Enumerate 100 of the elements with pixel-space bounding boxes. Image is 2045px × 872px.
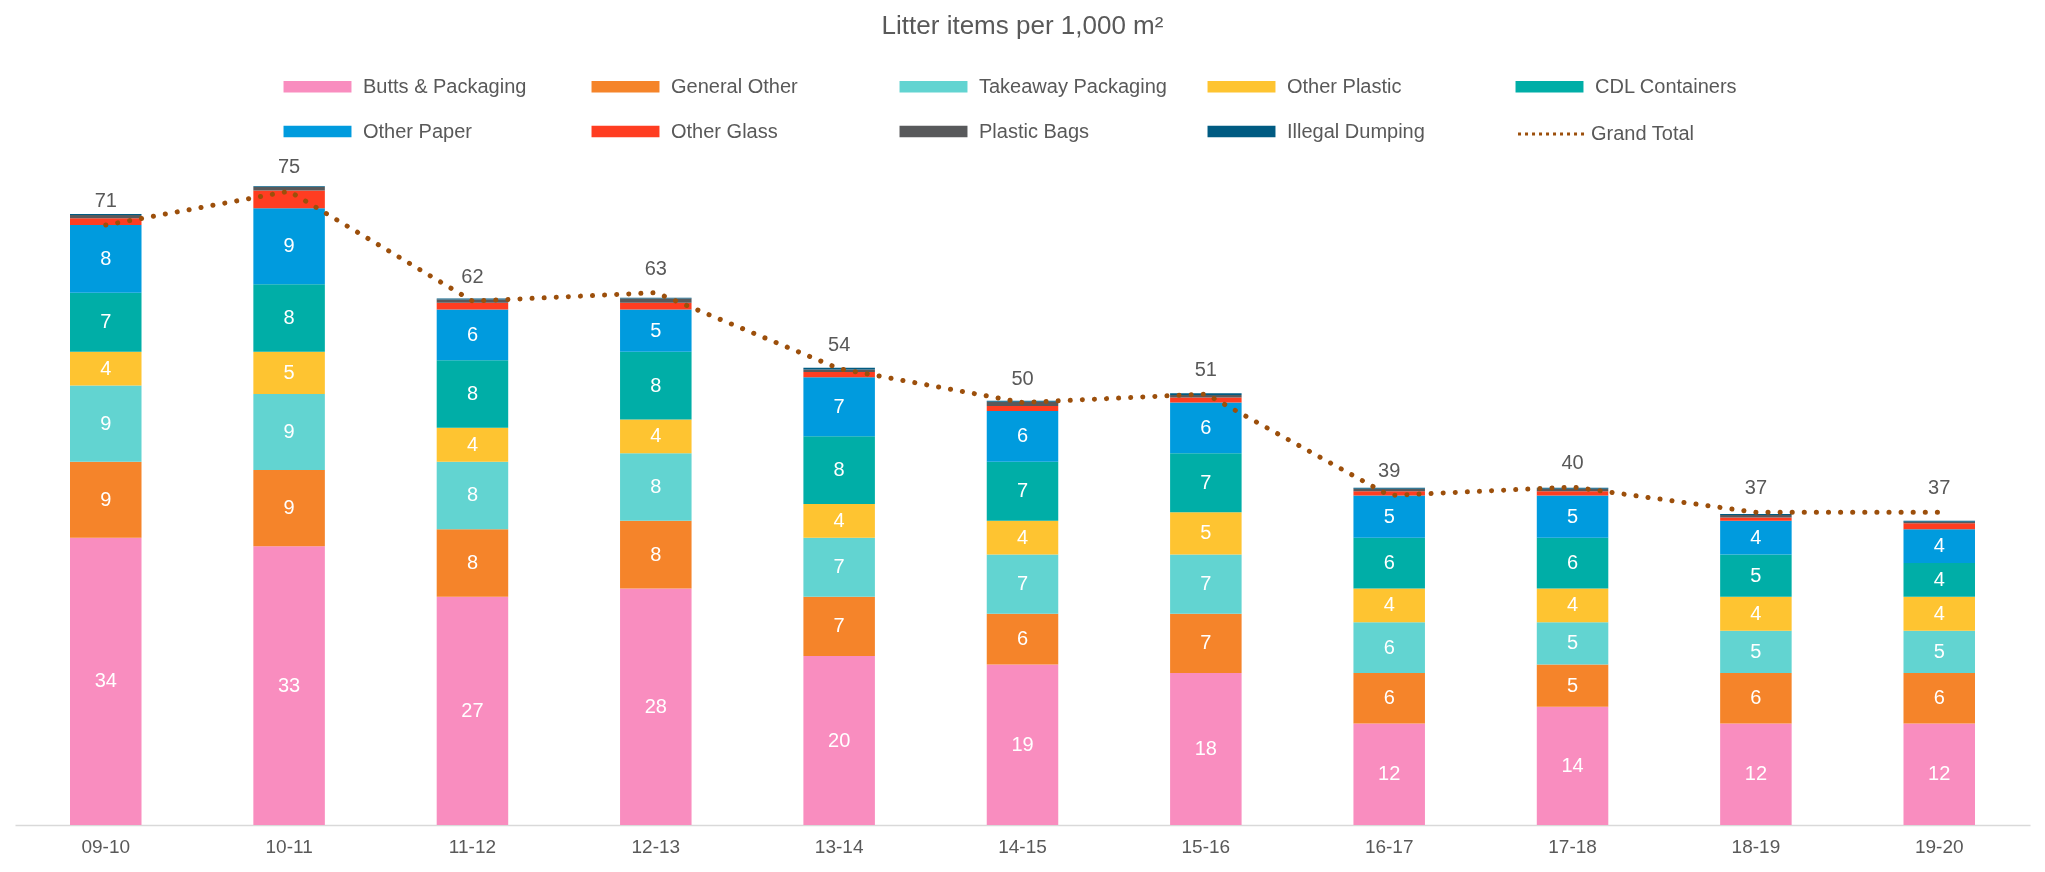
bar bbox=[1170, 672, 1242, 825]
bar bbox=[1903, 723, 1975, 825]
bar bbox=[1903, 563, 1975, 597]
legend-label: Takeaway Packaging bbox=[979, 74, 1167, 97]
legend-label: Other Plastic bbox=[1287, 74, 1402, 97]
bar bbox=[1353, 723, 1425, 825]
data-label: 4 bbox=[1016, 525, 1029, 548]
legend-label: Butts & Packaging bbox=[363, 74, 527, 97]
bar bbox=[803, 656, 875, 825]
data-label: 4 bbox=[100, 356, 112, 379]
legend-label: CDL Containers bbox=[1595, 74, 1737, 97]
data-label: 8 bbox=[283, 306, 295, 328]
bar bbox=[1903, 630, 1975, 673]
bar bbox=[1536, 622, 1609, 665]
data-label: 6 bbox=[1383, 686, 1395, 709]
bar bbox=[70, 351, 142, 386]
data-label: 5 bbox=[650, 318, 662, 341]
bar bbox=[70, 385, 142, 462]
bar bbox=[253, 351, 325, 395]
data-label: 6 bbox=[1566, 551, 1579, 574]
x-tick-label: 19-20 bbox=[1914, 835, 1964, 857]
data-label: 5 bbox=[1566, 504, 1579, 527]
bar bbox=[986, 554, 1059, 614]
data-label: 7 bbox=[833, 555, 845, 578]
data-label: 5 bbox=[1200, 521, 1212, 544]
data-label: 6 bbox=[1200, 415, 1212, 438]
data-label: 4 bbox=[466, 432, 479, 455]
bar bbox=[620, 453, 692, 521]
legend-label: Illegal Dumping bbox=[1287, 119, 1425, 142]
bar bbox=[803, 372, 875, 378]
bar bbox=[1720, 672, 1792, 724]
bar bbox=[436, 309, 509, 361]
data-label: 4 bbox=[833, 508, 845, 531]
bar bbox=[436, 427, 509, 462]
bar bbox=[803, 377, 875, 437]
data-label: 8 bbox=[650, 475, 662, 497]
data-label: 4 bbox=[1750, 525, 1762, 548]
bar bbox=[1536, 588, 1609, 623]
x-tick-label: 10-11 bbox=[265, 835, 313, 857]
x-tick-label: 09-10 bbox=[81, 835, 131, 857]
bar bbox=[1903, 529, 1975, 564]
data-label: 4 bbox=[1383, 593, 1395, 616]
bar bbox=[620, 419, 692, 454]
bar bbox=[70, 214, 142, 219]
bar bbox=[1170, 397, 1242, 403]
legend-label: Other Paper bbox=[363, 119, 473, 142]
data-label: 4 bbox=[1566, 593, 1579, 616]
data-label: 9 bbox=[283, 420, 295, 443]
bar bbox=[253, 190, 325, 209]
bar bbox=[986, 405, 1059, 411]
data-label: 5 bbox=[1566, 631, 1579, 654]
data-label: 5 bbox=[1750, 639, 1762, 662]
data-label: 40 bbox=[1561, 451, 1584, 473]
text: Litter items per 1,000 m² bbox=[881, 10, 1164, 40]
data-label: 34 bbox=[94, 669, 117, 692]
bar bbox=[1536, 495, 1609, 538]
legend-label: Plastic Bags bbox=[979, 119, 1090, 142]
data-label: 5 bbox=[1750, 563, 1762, 586]
bar bbox=[436, 529, 509, 597]
data-label: 6 bbox=[1016, 424, 1029, 447]
bar bbox=[986, 664, 1059, 825]
legend-label: Other Glass bbox=[671, 119, 778, 142]
bar bbox=[1536, 706, 1609, 825]
legend-label: Grand Total bbox=[1591, 122, 1695, 144]
bar bbox=[1720, 630, 1792, 673]
data-label: 37 bbox=[1928, 476, 1951, 499]
legend-label: General Other bbox=[671, 74, 799, 97]
bar bbox=[1353, 588, 1425, 623]
bar bbox=[986, 520, 1059, 555]
data-label: 12 bbox=[1928, 762, 1951, 785]
data-label: 6 bbox=[1750, 686, 1762, 709]
data-label: 18 bbox=[1194, 736, 1217, 759]
data-label: 71 bbox=[94, 189, 117, 212]
bar bbox=[1720, 520, 1792, 555]
bar bbox=[253, 470, 325, 547]
bar bbox=[70, 292, 142, 352]
bar bbox=[436, 360, 509, 428]
x-tick-label: 13-14 bbox=[814, 835, 864, 857]
data-label: 27 bbox=[461, 698, 484, 721]
bar bbox=[803, 503, 875, 538]
bar bbox=[1353, 672, 1425, 724]
bar bbox=[986, 461, 1059, 521]
bar bbox=[1170, 402, 1242, 454]
bar bbox=[1170, 554, 1242, 614]
data-label: 62 bbox=[461, 265, 484, 288]
data-label: 20 bbox=[828, 728, 851, 751]
data-label: 4 bbox=[1750, 601, 1762, 624]
data-label: 5 bbox=[1933, 639, 1945, 662]
data-label: 4 bbox=[1933, 601, 1945, 624]
bar bbox=[253, 284, 325, 352]
bar bbox=[70, 225, 142, 293]
bar bbox=[803, 596, 875, 656]
bar bbox=[1903, 523, 1975, 530]
bar bbox=[1170, 453, 1242, 513]
bar bbox=[436, 596, 509, 825]
bar bbox=[803, 436, 875, 504]
data-label: 7 bbox=[833, 394, 845, 417]
bar bbox=[70, 537, 142, 825]
data-label: 5 bbox=[1566, 673, 1579, 696]
bar bbox=[1353, 537, 1425, 589]
